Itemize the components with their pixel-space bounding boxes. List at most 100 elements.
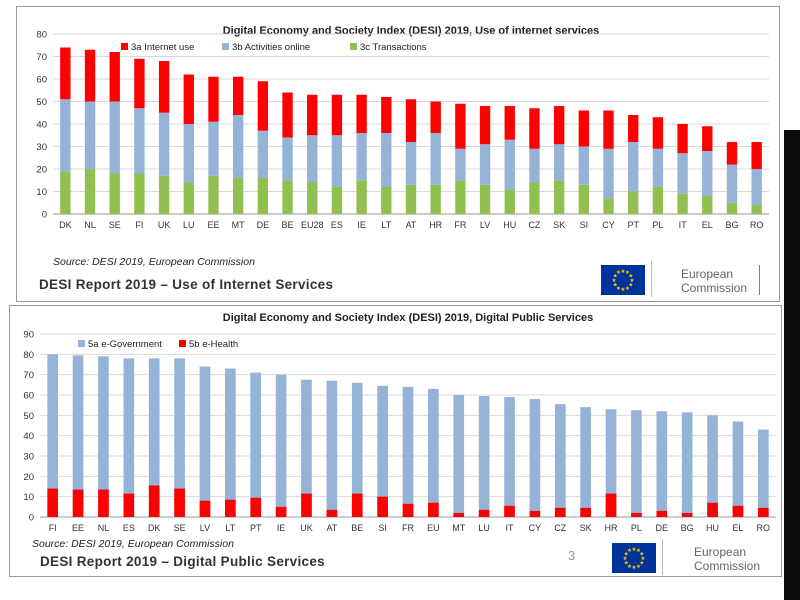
bar-3a-internet-use-ro	[751, 142, 762, 169]
x-tick-label: NL	[84, 220, 96, 230]
flag-star: ★	[627, 548, 632, 554]
bar-3a-internet-use-hr	[430, 101, 441, 133]
bar-5b-e-health-dk	[148, 485, 160, 517]
flag-star: ★	[613, 274, 618, 280]
eu-flag-icon: ★★★★★★★★★ ★ ★★	[612, 543, 656, 573]
bar-3c-transactions-dk	[60, 171, 71, 214]
x-tick-label: SE	[174, 523, 186, 533]
bar-3c-transactions-pt	[628, 191, 639, 214]
bar-3c-transactions-si	[578, 184, 590, 214]
bar-3a-internet-use-lv	[479, 106, 491, 145]
bar-3a-internet-use-eu28	[307, 94, 318, 136]
bar-5a-e-government-lu	[478, 396, 490, 517]
y-tick-label: 0	[29, 513, 34, 524]
bar-3c-transactions-fi	[134, 173, 145, 214]
eu-flag-icon: ★★★★★★★★★ ★ ★★	[601, 265, 645, 295]
y-tick-label: 80	[36, 30, 47, 41]
x-tick-label: BG	[681, 523, 694, 533]
bar-5b-e-health-pl	[631, 512, 642, 517]
flag-star: ★	[639, 561, 644, 567]
y-tick-label: 30	[23, 452, 34, 463]
legend-swatch-5b-e-health	[179, 340, 186, 347]
x-tick-label: IE	[357, 220, 366, 230]
bar-5b-e-health-bg	[681, 512, 693, 517]
logo-end-bar	[759, 265, 760, 295]
bar-5b-e-health-hr	[605, 493, 617, 517]
y-tick-label: 40	[36, 120, 47, 131]
bar-5b-e-health-sk	[580, 507, 591, 517]
x-tick-label: DK	[59, 220, 72, 230]
flag-star: ★	[636, 548, 641, 554]
bar-3b-activities-online-es	[331, 135, 343, 187]
source-note: Source: DESI 2019, European Commission	[53, 256, 255, 268]
y-tick-label: 50	[23, 411, 34, 422]
bar-3b-activities-online-bg	[726, 164, 738, 203]
x-tick-label: CY	[529, 523, 542, 533]
bar-5b-e-health-el	[732, 505, 744, 517]
bar-5a-e-government-es	[123, 358, 135, 517]
bar-5a-e-government-hr	[605, 409, 617, 517]
bar-3a-internet-use-hu	[504, 106, 515, 140]
flag-star: ★	[621, 269, 626, 275]
bar-3c-transactions-eu28	[307, 182, 318, 214]
bar-5a-e-government-uk	[301, 379, 312, 517]
bar-3a-internet-use-de	[257, 81, 269, 131]
x-tick-label: SI	[378, 523, 387, 533]
bar-5a-e-government-lv	[199, 366, 211, 517]
flag-star: ★	[613, 283, 618, 289]
bar-3a-internet-use-it	[677, 124, 688, 154]
bar-3c-transactions-de	[257, 178, 269, 214]
digital-public-services-chart: Digital Economy and Society Index (DESI)…	[23, 312, 776, 533]
x-tick-label: UK	[300, 523, 313, 533]
bar-5b-e-health-nl	[98, 489, 109, 517]
x-tick-label: FR	[454, 220, 466, 230]
bar-3c-transactions-be	[282, 180, 293, 214]
x-tick-label: ES	[123, 523, 135, 533]
logo-line-2: Commission	[694, 559, 761, 573]
bar-5b-e-health-ee	[72, 489, 84, 517]
bar-3a-internet-use-bg	[726, 142, 738, 165]
bar-5a-e-government-fr	[402, 386, 414, 517]
logo-line-2: Commission	[681, 281, 748, 295]
bar-3a-internet-use-nl	[84, 49, 96, 102]
bar-3a-internet-use-es	[331, 94, 343, 136]
flag-star: ★	[641, 556, 646, 562]
bar-3b-activities-online-si	[578, 146, 590, 185]
x-tick-label: EE	[207, 220, 219, 230]
bar-5b-e-health-it	[504, 505, 515, 517]
y-tick-label: 90	[23, 330, 34, 341]
bar-3b-activities-online-fr	[455, 148, 466, 181]
x-tick-label: LV	[200, 523, 210, 533]
flag-star: ★	[639, 552, 644, 558]
legend-label-5a-e-government: 5a e-Government	[88, 339, 162, 350]
bar-3c-transactions-ro	[751, 205, 762, 214]
x-tick-label: EU	[427, 523, 440, 533]
bar-3b-activities-online-be	[282, 137, 293, 181]
x-tick-label: NL	[98, 523, 110, 533]
bar-5a-e-government-bg	[681, 412, 693, 517]
x-tick-label: LU	[478, 523, 490, 533]
legend-swatch-5a-e-government	[78, 340, 85, 347]
bar-5b-e-health-eu	[428, 502, 439, 517]
x-tick-label: PT	[250, 523, 262, 533]
bar-5b-e-health-ro	[757, 507, 769, 517]
bar-3a-internet-use-pt	[628, 115, 639, 142]
bar-3c-transactions-mt	[232, 178, 244, 214]
x-tick-label: AT	[406, 220, 417, 230]
bar-5a-e-government-se	[174, 358, 185, 517]
bar-3a-internet-use-dk	[60, 47, 71, 100]
legend-label-3b-activities-online: 3b Activities online	[232, 42, 310, 53]
x-tick-label: CZ	[554, 523, 566, 533]
y-tick-label: 0	[42, 210, 47, 221]
flag-star: ★	[632, 565, 637, 571]
x-tick-label: LU	[183, 220, 195, 230]
y-tick-label: 20	[36, 165, 47, 176]
x-tick-label: FI	[49, 523, 57, 533]
flag-star: ★	[625, 286, 630, 292]
bar-5a-e-government-nl	[98, 356, 109, 517]
bar-5a-e-government-hu	[707, 415, 718, 517]
logo-divider	[651, 261, 652, 297]
european-commission-logo: ★ ★ ★ ★ ★ ★ ★ ★ ★ ★ ★ ★ European Commission	[590, 539, 780, 577]
bar-3b-activities-online-el	[702, 151, 713, 196]
bar-3c-transactions-uk	[158, 175, 170, 214]
